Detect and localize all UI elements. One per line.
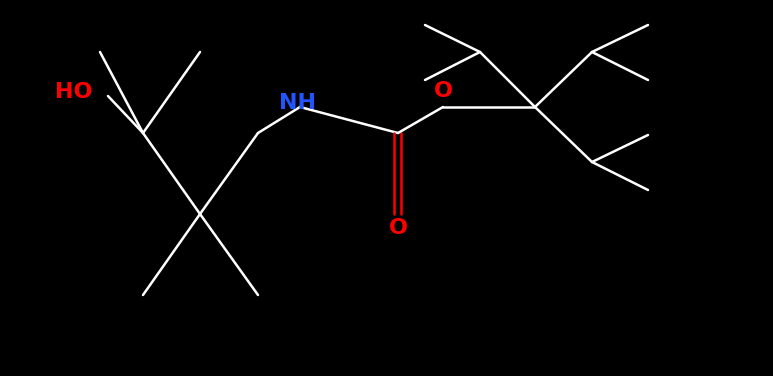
Text: HO: HO [55, 82, 93, 102]
Text: O: O [389, 218, 407, 238]
Text: NH: NH [280, 93, 316, 113]
Text: O: O [434, 81, 452, 101]
